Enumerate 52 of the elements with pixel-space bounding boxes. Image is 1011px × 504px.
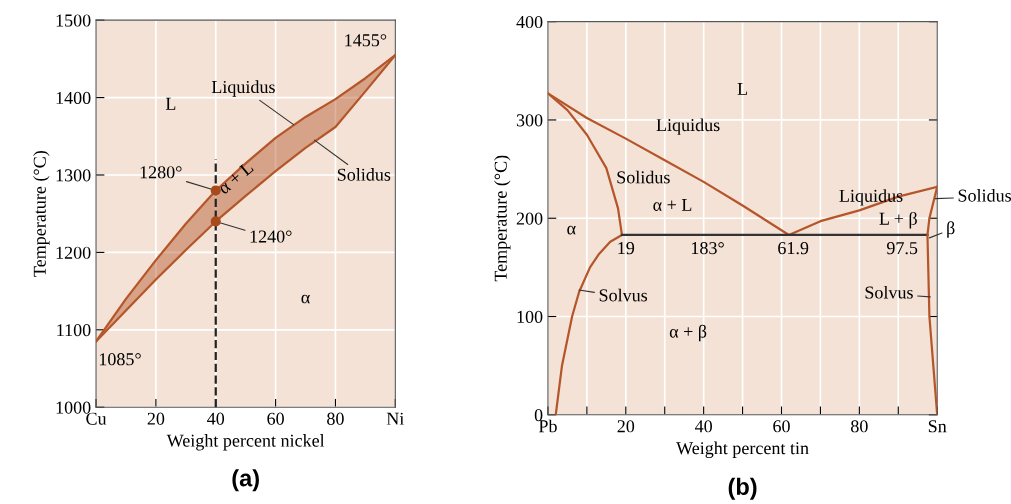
text: (a) <box>232 469 259 492</box>
annotation: Liquidus <box>656 118 720 135</box>
y-tick-label: 100 <box>517 310 543 323</box>
y-tick-label: 200 <box>516 212 543 225</box>
annotation: Solidus <box>337 168 391 181</box>
text: (b) <box>728 477 757 500</box>
annotation: Liquidus <box>211 80 275 97</box>
x-axis-title: Weight percent nickel <box>166 434 325 451</box>
x-tick-label: 40 <box>207 412 225 425</box>
annotation: 1280° <box>140 166 182 179</box>
annotation: 61.9 <box>778 242 809 255</box>
x-tick-label: 60 <box>773 420 790 433</box>
y-tick-label: 1200 <box>56 246 91 259</box>
y-tick-label: 300 <box>516 114 543 127</box>
x-tick-label: 20 <box>617 420 635 433</box>
annotation: 183° <box>691 242 724 255</box>
y-tick-label: 1300 <box>56 169 91 182</box>
x-axis-title: Weight percent tin <box>676 441 809 459</box>
annotation: α <box>301 294 310 304</box>
x-tick-label: Ni <box>386 412 404 425</box>
x-tick-label: 80 <box>327 412 344 425</box>
y-tick-label: 400 <box>516 15 543 29</box>
annotation: Solvus <box>599 288 648 302</box>
y-tick-label: 1100 <box>57 324 91 337</box>
annotation: L <box>165 97 176 110</box>
x-tick-label: 60 <box>267 412 284 425</box>
x-tick-label: 80 <box>851 420 868 433</box>
annotation: α + L <box>653 198 692 211</box>
annotation: α + β <box>669 324 707 342</box>
annotation: Solidus <box>958 189 1011 202</box>
annotation: 97.5 <box>886 242 918 255</box>
y-tick-label: 1000 <box>56 401 91 414</box>
annotation: Liquidus <box>839 189 903 206</box>
annotation: Solidus <box>617 170 670 184</box>
x-tick-label: Sn <box>928 420 947 433</box>
y-axis-title: Temperature (°C) <box>33 151 50 277</box>
annotation: α + L <box>217 161 254 195</box>
x-tick-label: 40 <box>694 420 712 433</box>
annotation: α <box>567 225 576 235</box>
annotation: L + β <box>879 211 917 229</box>
annotation: Solvus <box>865 285 913 299</box>
x-tick-label: Cu <box>86 412 107 425</box>
y-tick-label: 1500 <box>56 14 91 27</box>
annotation: 19 <box>618 242 635 255</box>
x-tick-label: 20 <box>147 412 165 425</box>
annotation: L <box>737 82 748 95</box>
y-axis-title: Temperature (°C) <box>494 155 511 282</box>
annotation: 1455° <box>345 34 387 47</box>
annotation: 1240° <box>250 230 292 243</box>
annotation: 1085° <box>99 353 141 366</box>
y-tick-label: 1400 <box>56 91 91 105</box>
annotation: β <box>947 221 955 238</box>
